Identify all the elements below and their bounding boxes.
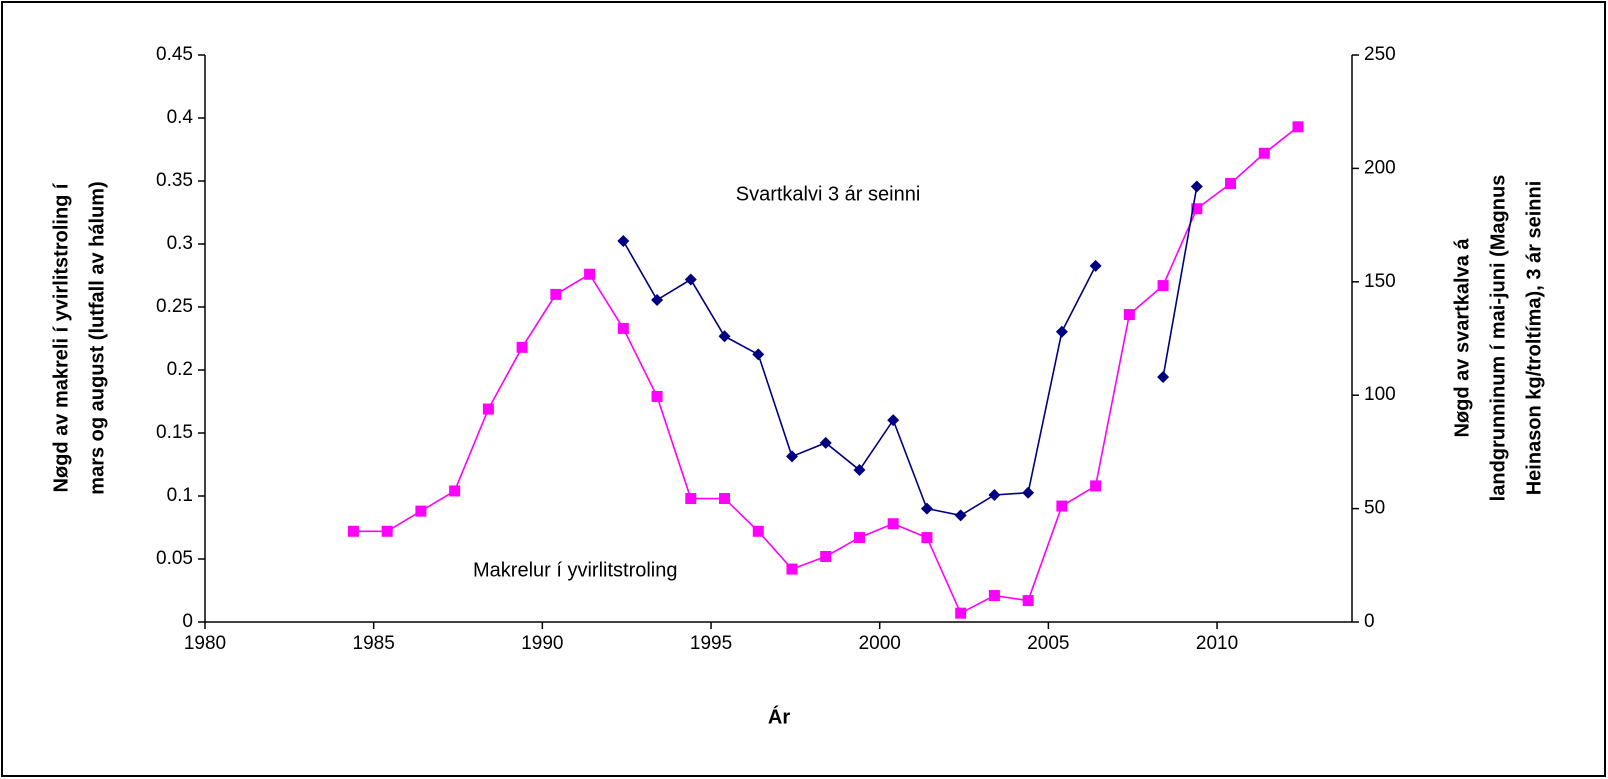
data-point (921, 532, 933, 544)
y-tick-label: 0.3 (167, 233, 193, 254)
data-point (550, 288, 562, 300)
data-point (1157, 371, 1170, 384)
data-point (1190, 180, 1203, 193)
y-axis-title: Nøgd av makreli í yvirlitstroling í mars… (50, 181, 108, 494)
data-point (1056, 500, 1068, 512)
data-point (786, 563, 798, 575)
data-point (1022, 486, 1035, 499)
y2-tick-label: 50 (1364, 498, 1385, 519)
y-axis-title-line: mars og august (lutfall av hálum) (86, 181, 108, 494)
y2-axis-title-line: landgrunninum í mai-juni (Magnus (1487, 175, 1509, 502)
data-point (1225, 178, 1237, 190)
y2-axis-title-line: Nøgd av svartkalva á (1451, 238, 1473, 438)
x-tick-label: 1995 (690, 633, 732, 654)
data-point (1191, 203, 1203, 215)
y-tick-label: 0.15 (156, 422, 193, 443)
data-point (887, 518, 899, 530)
y2-axis-title-line: Heinason kg/troltíma), 3 ár seinni (1523, 181, 1545, 496)
data-point (853, 464, 866, 477)
data-point (887, 414, 900, 427)
y-tick-label: 0.2 (167, 359, 193, 380)
y-tick-label: 0 (182, 611, 193, 632)
data-point (381, 525, 393, 537)
data-point (752, 348, 765, 361)
data-point (1292, 121, 1304, 133)
x-tick-label: 1990 (521, 633, 563, 654)
y-tick-label: 0.45 (156, 44, 193, 65)
data-point (819, 436, 832, 449)
y-tick-label: 0.25 (156, 296, 193, 317)
data-point (1055, 325, 1068, 338)
y2-axis-title: Nøgd av svartkalva á landgrunninum í mai… (1451, 175, 1545, 502)
y-tick-label: 0.4 (167, 107, 194, 128)
data-point (719, 493, 731, 505)
data-point (651, 293, 664, 306)
x-tick-label: 2000 (859, 633, 901, 654)
x-tick-label: 2010 (1196, 633, 1238, 654)
y-axis-title-line: Nøgd av makreli í yvirlitstroling í (50, 182, 72, 492)
data-point (347, 525, 359, 537)
data-point (1089, 259, 1102, 272)
data-point (617, 322, 629, 334)
data-point (482, 403, 494, 415)
data-point (1157, 280, 1169, 292)
data-point (954, 509, 967, 522)
data-point (1022, 595, 1034, 607)
data-point (820, 550, 832, 562)
y-tick-label: 0.05 (156, 548, 193, 569)
data-point (684, 273, 697, 286)
data-point (516, 341, 528, 353)
x-tick-label: 2005 (1027, 633, 1069, 654)
data-point (1090, 480, 1102, 492)
y2-tick-label: 150 (1364, 271, 1396, 292)
data-point (617, 234, 630, 247)
data-point (988, 488, 1001, 501)
data-point (1258, 147, 1270, 159)
y-tick-label: 0.35 (156, 170, 193, 191)
series-label: Svartkalvi 3 ár seinni (736, 183, 921, 205)
series-line (1162, 186, 1198, 378)
data-point (415, 505, 427, 517)
data-point (651, 390, 663, 402)
data-point (785, 450, 798, 463)
series-label: Makrelur í yvirlitstroling (473, 559, 677, 581)
x-axis-title: Ár (768, 705, 790, 728)
y2-tick-label: 100 (1364, 384, 1396, 405)
x-tick-label: 1980 (184, 633, 226, 654)
data-point (685, 493, 697, 505)
y2-tick-label: 250 (1364, 44, 1396, 65)
x-tick-label: 1985 (353, 633, 395, 654)
data-point (853, 532, 865, 544)
y-tick-label: 0.1 (167, 485, 193, 506)
y2-tick-label: 200 (1364, 157, 1396, 178)
data-point (988, 590, 1000, 602)
y2-tick-label: 0 (1364, 611, 1375, 632)
data-point (449, 485, 461, 497)
data-point (920, 502, 933, 515)
data-point (752, 525, 764, 537)
data-point (955, 607, 967, 619)
data-point (1123, 309, 1135, 321)
data-point (584, 268, 596, 280)
data-point (718, 330, 731, 343)
